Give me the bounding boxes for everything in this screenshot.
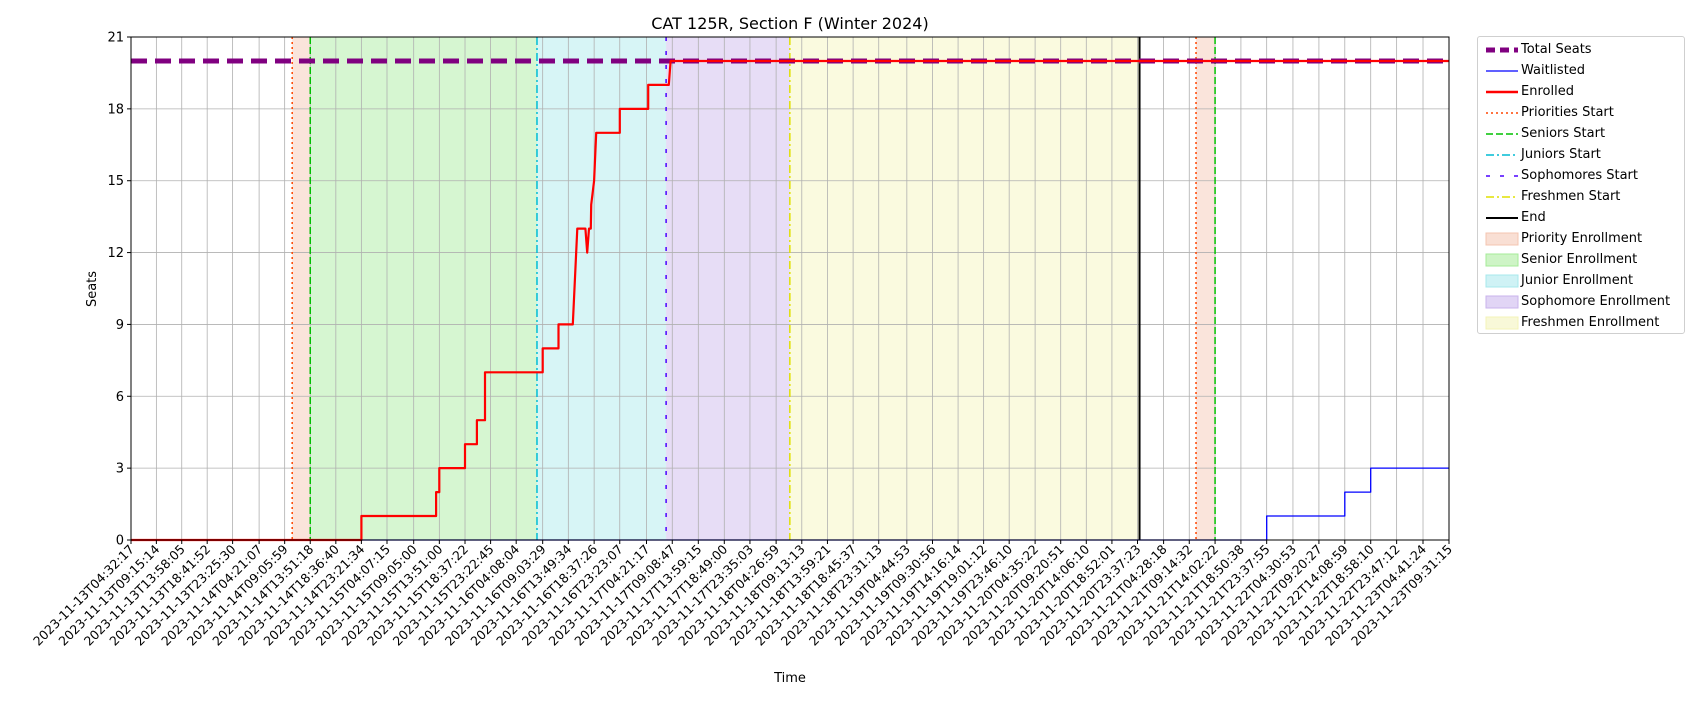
legend-swatch: [1485, 274, 1519, 288]
legend-patch: [1485, 274, 1519, 288]
y-tick-label: 21: [107, 31, 124, 46]
legend-label: Enrolled: [1521, 84, 1574, 99]
y-axis-label: Seats: [85, 271, 100, 307]
legend-label: Sophomores Start: [1521, 168, 1638, 183]
legend-item-freshmen-enrollment: Freshmen Enrollment: [1478, 313, 1684, 333]
period-senior-enrollment: [310, 37, 537, 540]
period-priority-enrollment: [292, 37, 311, 540]
legend-label: Priorities Start: [1521, 105, 1614, 120]
y-tick-label: 12: [107, 246, 124, 261]
legend-swatch: [1486, 217, 1518, 219]
series-enrolled: [131, 59, 1449, 542]
legend-item-sophomore-enrollment: Sophomore Enrollment: [1478, 292, 1684, 312]
series-waitlisted: [131, 467, 1449, 541]
legend-item-total-seats: Total Seats: [1478, 40, 1684, 60]
legend-patch: [1485, 295, 1519, 309]
y-tick-label: 9: [116, 318, 124, 333]
legend-item-junior-enrollment: Junior Enrollment: [1478, 271, 1684, 291]
legend-swatch: [1486, 90, 1518, 94]
legend-patch: [1485, 253, 1519, 267]
legend-label: Freshmen Start: [1521, 189, 1621, 204]
legend-label: Total Seats: [1521, 42, 1592, 57]
grid-lines: [130, 36, 1450, 541]
series-lines: [131, 58, 1449, 542]
legend-item-juniors-start: Juniors Start: [1478, 145, 1684, 165]
legend-item-end: End: [1478, 208, 1684, 228]
legend-swatch: [1485, 253, 1519, 267]
y-tick-label: 6: [116, 390, 124, 405]
legend-label: Freshmen Enrollment: [1521, 315, 1660, 330]
legend-label: Waitlisted: [1521, 63, 1586, 78]
y-tick-label: 3: [116, 462, 124, 477]
legend-label: Juniors Start: [1521, 147, 1601, 162]
legend-item-priorities-start: Priorities Start: [1478, 103, 1684, 123]
period-priority-enrollment: [1196, 37, 1216, 540]
legend-label: End: [1521, 210, 1546, 225]
plot-frame: [130, 36, 1450, 541]
legend-swatch: [1485, 295, 1519, 309]
legend-item-sophomores-start: Sophomores Start: [1478, 166, 1684, 186]
legend-swatch: [1486, 175, 1518, 177]
enrollment-periods: [292, 37, 1216, 540]
legend-swatch: [1486, 112, 1518, 114]
legend-label: Priority Enrollment: [1521, 231, 1643, 246]
legend-label: Sophomore Enrollment: [1521, 294, 1671, 309]
x-axis-label: Time: [773, 671, 806, 686]
legend-label: Seniors Start: [1521, 126, 1606, 141]
legend-label: Senior Enrollment: [1521, 252, 1638, 267]
period-junior-enrollment: [536, 37, 667, 540]
period-sophomore-enrollment: [666, 37, 790, 540]
legend-swatch: [1486, 47, 1518, 53]
legend-item-enrolled: Enrolled: [1478, 82, 1684, 102]
legend-item-priority-enrollment: Priority Enrollment: [1478, 229, 1684, 249]
legend-swatch: [1486, 196, 1518, 198]
y-tick-label: 0: [116, 534, 124, 549]
legend-item-senior-enrollment: Senior Enrollment: [1478, 250, 1684, 270]
y-tick-label: 15: [107, 174, 124, 189]
legend-patch: [1485, 316, 1519, 330]
legend-item-seniors-start: Seniors Start: [1478, 124, 1684, 144]
legend-swatch: [1485, 232, 1519, 246]
legend-swatch: [1485, 316, 1519, 330]
legend-patch: [1485, 232, 1519, 246]
chart-title: CAT 125R, Section F (Winter 2024): [651, 14, 928, 33]
legend-item-freshmen-start: Freshmen Start: [1478, 187, 1684, 207]
legend-swatch: [1486, 154, 1518, 156]
period-freshmen-enrollment: [789, 37, 1140, 540]
legend-swatch: [1486, 133, 1518, 135]
chart-legend: Total Seats Waitlisted Enrolled Priorities …: [1477, 36, 1685, 334]
phase-marker-lines: [291, 37, 1216, 540]
legend-item-waitlisted: Waitlisted: [1478, 61, 1684, 81]
legend-swatch: [1486, 70, 1518, 72]
legend-label: Junior Enrollment: [1521, 273, 1634, 288]
y-tick-label: 18: [107, 102, 124, 117]
